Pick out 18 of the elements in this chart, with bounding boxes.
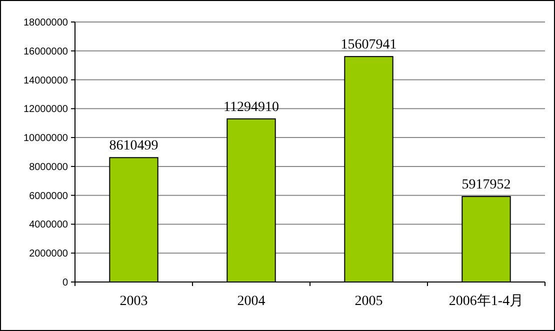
data-label: 11294910 <box>224 100 279 115</box>
y-tick-label: 6000000 <box>29 190 68 202</box>
data-label: 8610499 <box>109 138 158 154</box>
data-label: 15607941 <box>340 38 397 53</box>
y-tick-label: 0 <box>62 278 68 288</box>
x-tick-label: 2004 <box>237 294 266 309</box>
y-tick-label: 8000000 <box>29 162 68 173</box>
y-tick-label: 2000000 <box>29 248 68 260</box>
y-tick-label: 16000000 <box>24 46 68 58</box>
y-tick-label: 14000000 <box>24 75 68 86</box>
data-label: 5917952 <box>462 178 511 193</box>
y-tick-label: 18000000 <box>24 18 68 28</box>
x-tick-label: 2003 <box>120 294 148 309</box>
y-tick-label: 12000000 <box>24 104 68 116</box>
y-tick-label: 4000000 <box>29 220 68 231</box>
x-tick-label: 2006年1-4月 <box>448 293 524 309</box>
y-tick-label: 10000000 <box>24 133 68 144</box>
x-tick-label: 2005 <box>354 294 383 309</box>
